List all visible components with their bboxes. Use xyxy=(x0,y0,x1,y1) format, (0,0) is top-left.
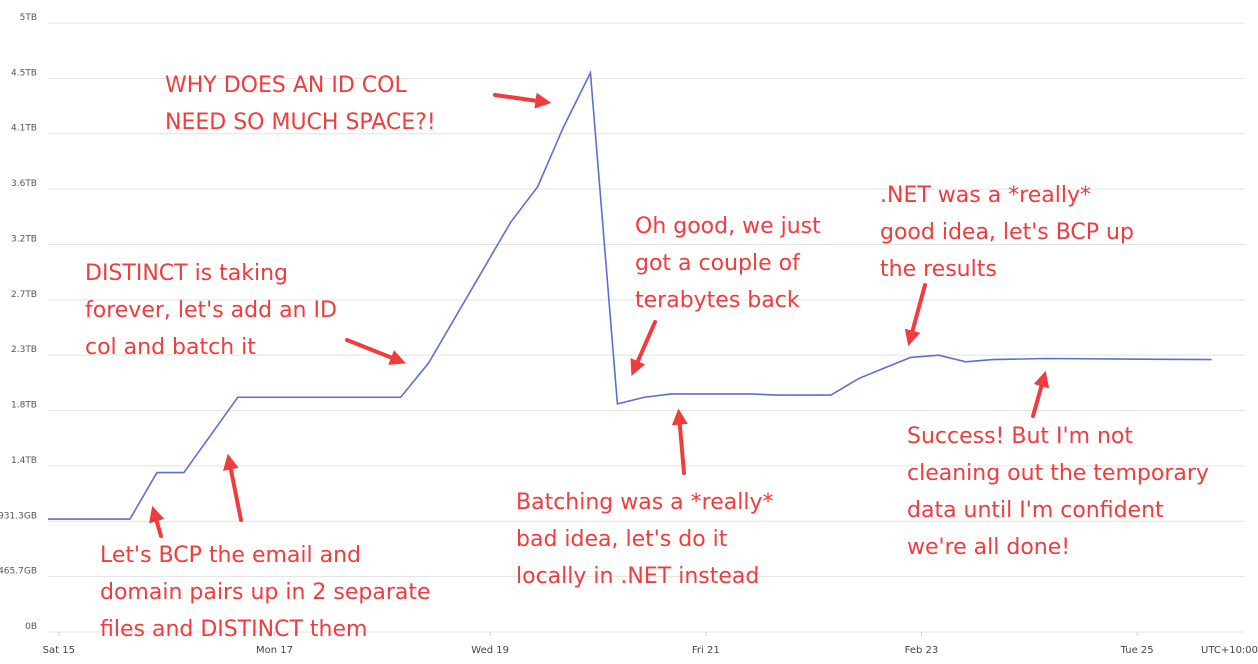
arrow xyxy=(630,320,657,376)
x-tick-label: Wed 19 xyxy=(471,645,509,656)
arrow xyxy=(671,408,688,475)
annotation: DISTINCT is taking xyxy=(85,261,288,286)
y-tick-label: 3.2TB xyxy=(11,234,37,244)
y-tick-label: 2.3TB xyxy=(11,345,37,355)
arrow xyxy=(904,283,927,347)
grid xyxy=(48,22,1245,636)
arrow xyxy=(1031,370,1050,418)
y-tick-label: 2.7TB xyxy=(11,290,37,300)
annotation: we're all done! xyxy=(907,535,1070,560)
annotation: Batching was a *really* xyxy=(516,490,773,515)
annotation: good idea, let's BCP up xyxy=(880,220,1134,245)
annotation: Let's BCP the email and xyxy=(100,543,361,568)
annotation: data until I'm confident xyxy=(907,498,1164,523)
annotation: .NET was a *really* xyxy=(880,183,1091,208)
y-tick-label: 1.8TB xyxy=(11,401,37,411)
arrow xyxy=(493,92,552,109)
annotation: Oh good, we just xyxy=(635,214,821,239)
x-tick-label: Feb 23 xyxy=(905,645,939,656)
annotation: terabytes back xyxy=(635,288,800,313)
timezone-label: UTC+10:00 xyxy=(1201,645,1258,656)
annotation: got a couple of xyxy=(635,251,801,276)
annotation: the results xyxy=(880,257,997,282)
x-tick-label: Fri 21 xyxy=(692,645,720,656)
plot xyxy=(48,69,1212,520)
y-tick-label: 3.6TB xyxy=(11,179,37,189)
annotation: locally in .NET instead xyxy=(516,564,759,589)
y-tick-label: 1.4TB xyxy=(11,456,37,466)
x-tick-label: Sat 15 xyxy=(43,645,75,656)
y-tick-label: 4.5TB xyxy=(11,68,37,78)
y-tick-label: 0B xyxy=(25,622,37,632)
y-tick-label: 5TB xyxy=(20,13,37,23)
y-tick-label: 4.1TB xyxy=(11,124,37,134)
arrows xyxy=(149,92,1050,538)
arrow xyxy=(149,505,165,538)
y-tick-label: 465.7GB xyxy=(0,567,37,577)
annotation: files and DISTINCT them xyxy=(100,617,367,642)
annotation: cleaning out the temporary xyxy=(907,461,1209,486)
x-tick-label: Tue 25 xyxy=(1120,645,1154,656)
annotation: forever, let's add an ID xyxy=(85,298,337,323)
x-tick-label: Mon 17 xyxy=(256,645,293,656)
annotation: Success! But I'm not xyxy=(907,424,1133,449)
annotation: bad idea, let's do it xyxy=(516,527,728,552)
arrow xyxy=(345,338,406,365)
annotation: col and batch it xyxy=(85,335,256,360)
arrow xyxy=(223,453,243,522)
annotation: NEED SO MUCH SPACE?! xyxy=(165,110,436,135)
annotation: domain pairs up in 2 separate xyxy=(100,580,431,605)
annotation: WHY DOES AN ID COL xyxy=(165,73,407,98)
y-tick-label: 931.3GB xyxy=(0,511,37,521)
line xyxy=(48,69,1212,520)
